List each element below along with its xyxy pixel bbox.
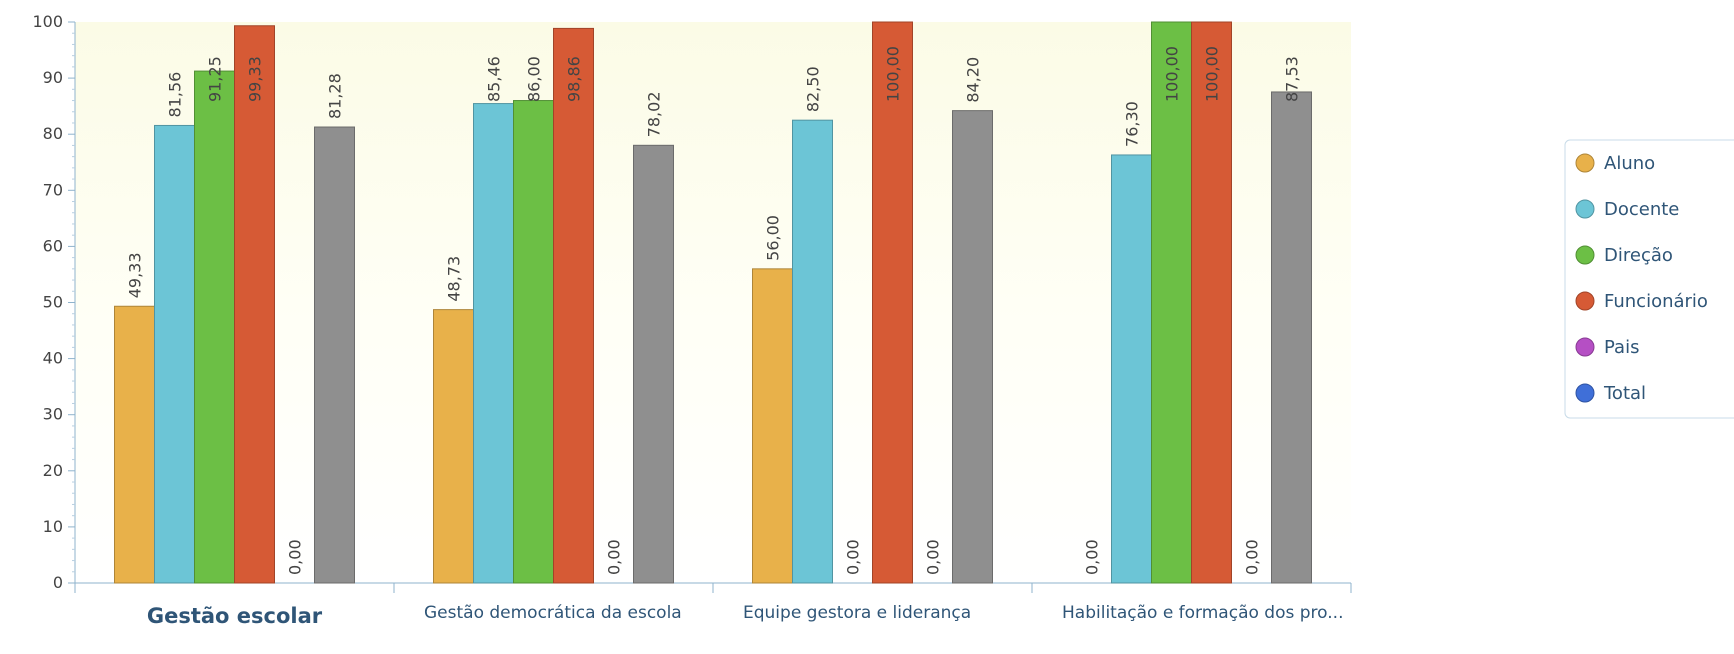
data-label: 81,56: [166, 72, 185, 118]
bar: [114, 305, 155, 584]
y-tick-label: 80: [43, 124, 63, 143]
y-tick-label: 40: [43, 349, 63, 368]
legend-marker: [1575, 291, 1595, 311]
bar: [433, 309, 474, 584]
data-label: 78,02: [645, 91, 664, 137]
y-tick-label: 0: [53, 573, 63, 592]
legend-marker: [1575, 199, 1595, 219]
data-label: 100,00: [1163, 46, 1182, 102]
legend-label: Funcionário: [1604, 291, 1708, 312]
data-label: 81,28: [326, 73, 345, 119]
data-label: 49,33: [126, 252, 145, 298]
y-tick-label: 60: [43, 236, 63, 255]
y-tick-label: 50: [43, 293, 63, 312]
bar: [952, 110, 993, 584]
data-label: 98,86: [565, 56, 584, 102]
data-label: 91,25: [206, 56, 225, 102]
legend-label: Pais: [1604, 337, 1639, 358]
y-tick-label: 100: [32, 12, 63, 31]
bar: [314, 126, 355, 584]
data-label: 0,00: [924, 539, 943, 575]
x-tick-label: Habilitação e formação dos pro...: [1062, 603, 1344, 623]
data-label: 76,30: [1123, 101, 1142, 147]
bar: [1271, 91, 1312, 584]
legend-marker: [1575, 245, 1595, 265]
y-tick-label: 90: [43, 68, 63, 87]
legend-label: Direção: [1604, 245, 1673, 266]
bar: [513, 100, 554, 584]
legend-marker: [1575, 153, 1595, 173]
bar: [1191, 21, 1232, 584]
data-label: 100,00: [884, 46, 903, 102]
legend-box: [1564, 139, 1734, 419]
data-label: 0,00: [1083, 539, 1102, 575]
bar: [234, 25, 275, 584]
bar: [553, 27, 594, 584]
data-label: 48,73: [445, 256, 464, 302]
bar: [1111, 154, 1152, 584]
legend-label: Aluno: [1604, 153, 1655, 174]
legend-label: Docente: [1604, 199, 1679, 220]
bar: [194, 70, 235, 584]
data-label: 86,00: [525, 56, 544, 102]
data-label: 0,00: [844, 539, 863, 575]
bar: [154, 124, 195, 584]
data-label: 56,00: [764, 215, 783, 261]
y-tick-label: 30: [43, 405, 63, 424]
bar: [1151, 21, 1192, 584]
bar: [752, 268, 793, 584]
data-label: 99,33: [246, 56, 265, 102]
data-label: 85,46: [485, 56, 504, 102]
legend-marker: [1575, 337, 1595, 357]
y-tick-label: 10: [43, 517, 63, 536]
legend-label: Total: [1603, 383, 1646, 404]
x-tick-label: Equipe gestora e liderança: [743, 603, 972, 623]
y-tick-label: 20: [43, 461, 63, 480]
data-label: 0,00: [1243, 539, 1262, 575]
x-tick-label: Gestão democrática da escola: [424, 603, 682, 623]
data-label: 0,00: [286, 539, 305, 575]
y-tick-label: 70: [43, 180, 63, 199]
bar: [473, 103, 514, 584]
legend-marker: [1575, 383, 1595, 403]
bar: [633, 144, 674, 584]
data-label: 84,20: [964, 57, 983, 103]
data-label: 100,00: [1203, 46, 1222, 102]
data-label: 82,50: [804, 66, 823, 112]
bar: [792, 119, 833, 584]
x-tick-label: Gestão escolar: [146, 604, 323, 628]
data-label: 87,53: [1283, 56, 1302, 102]
data-label: 0,00: [605, 539, 624, 575]
bar: [872, 21, 913, 584]
